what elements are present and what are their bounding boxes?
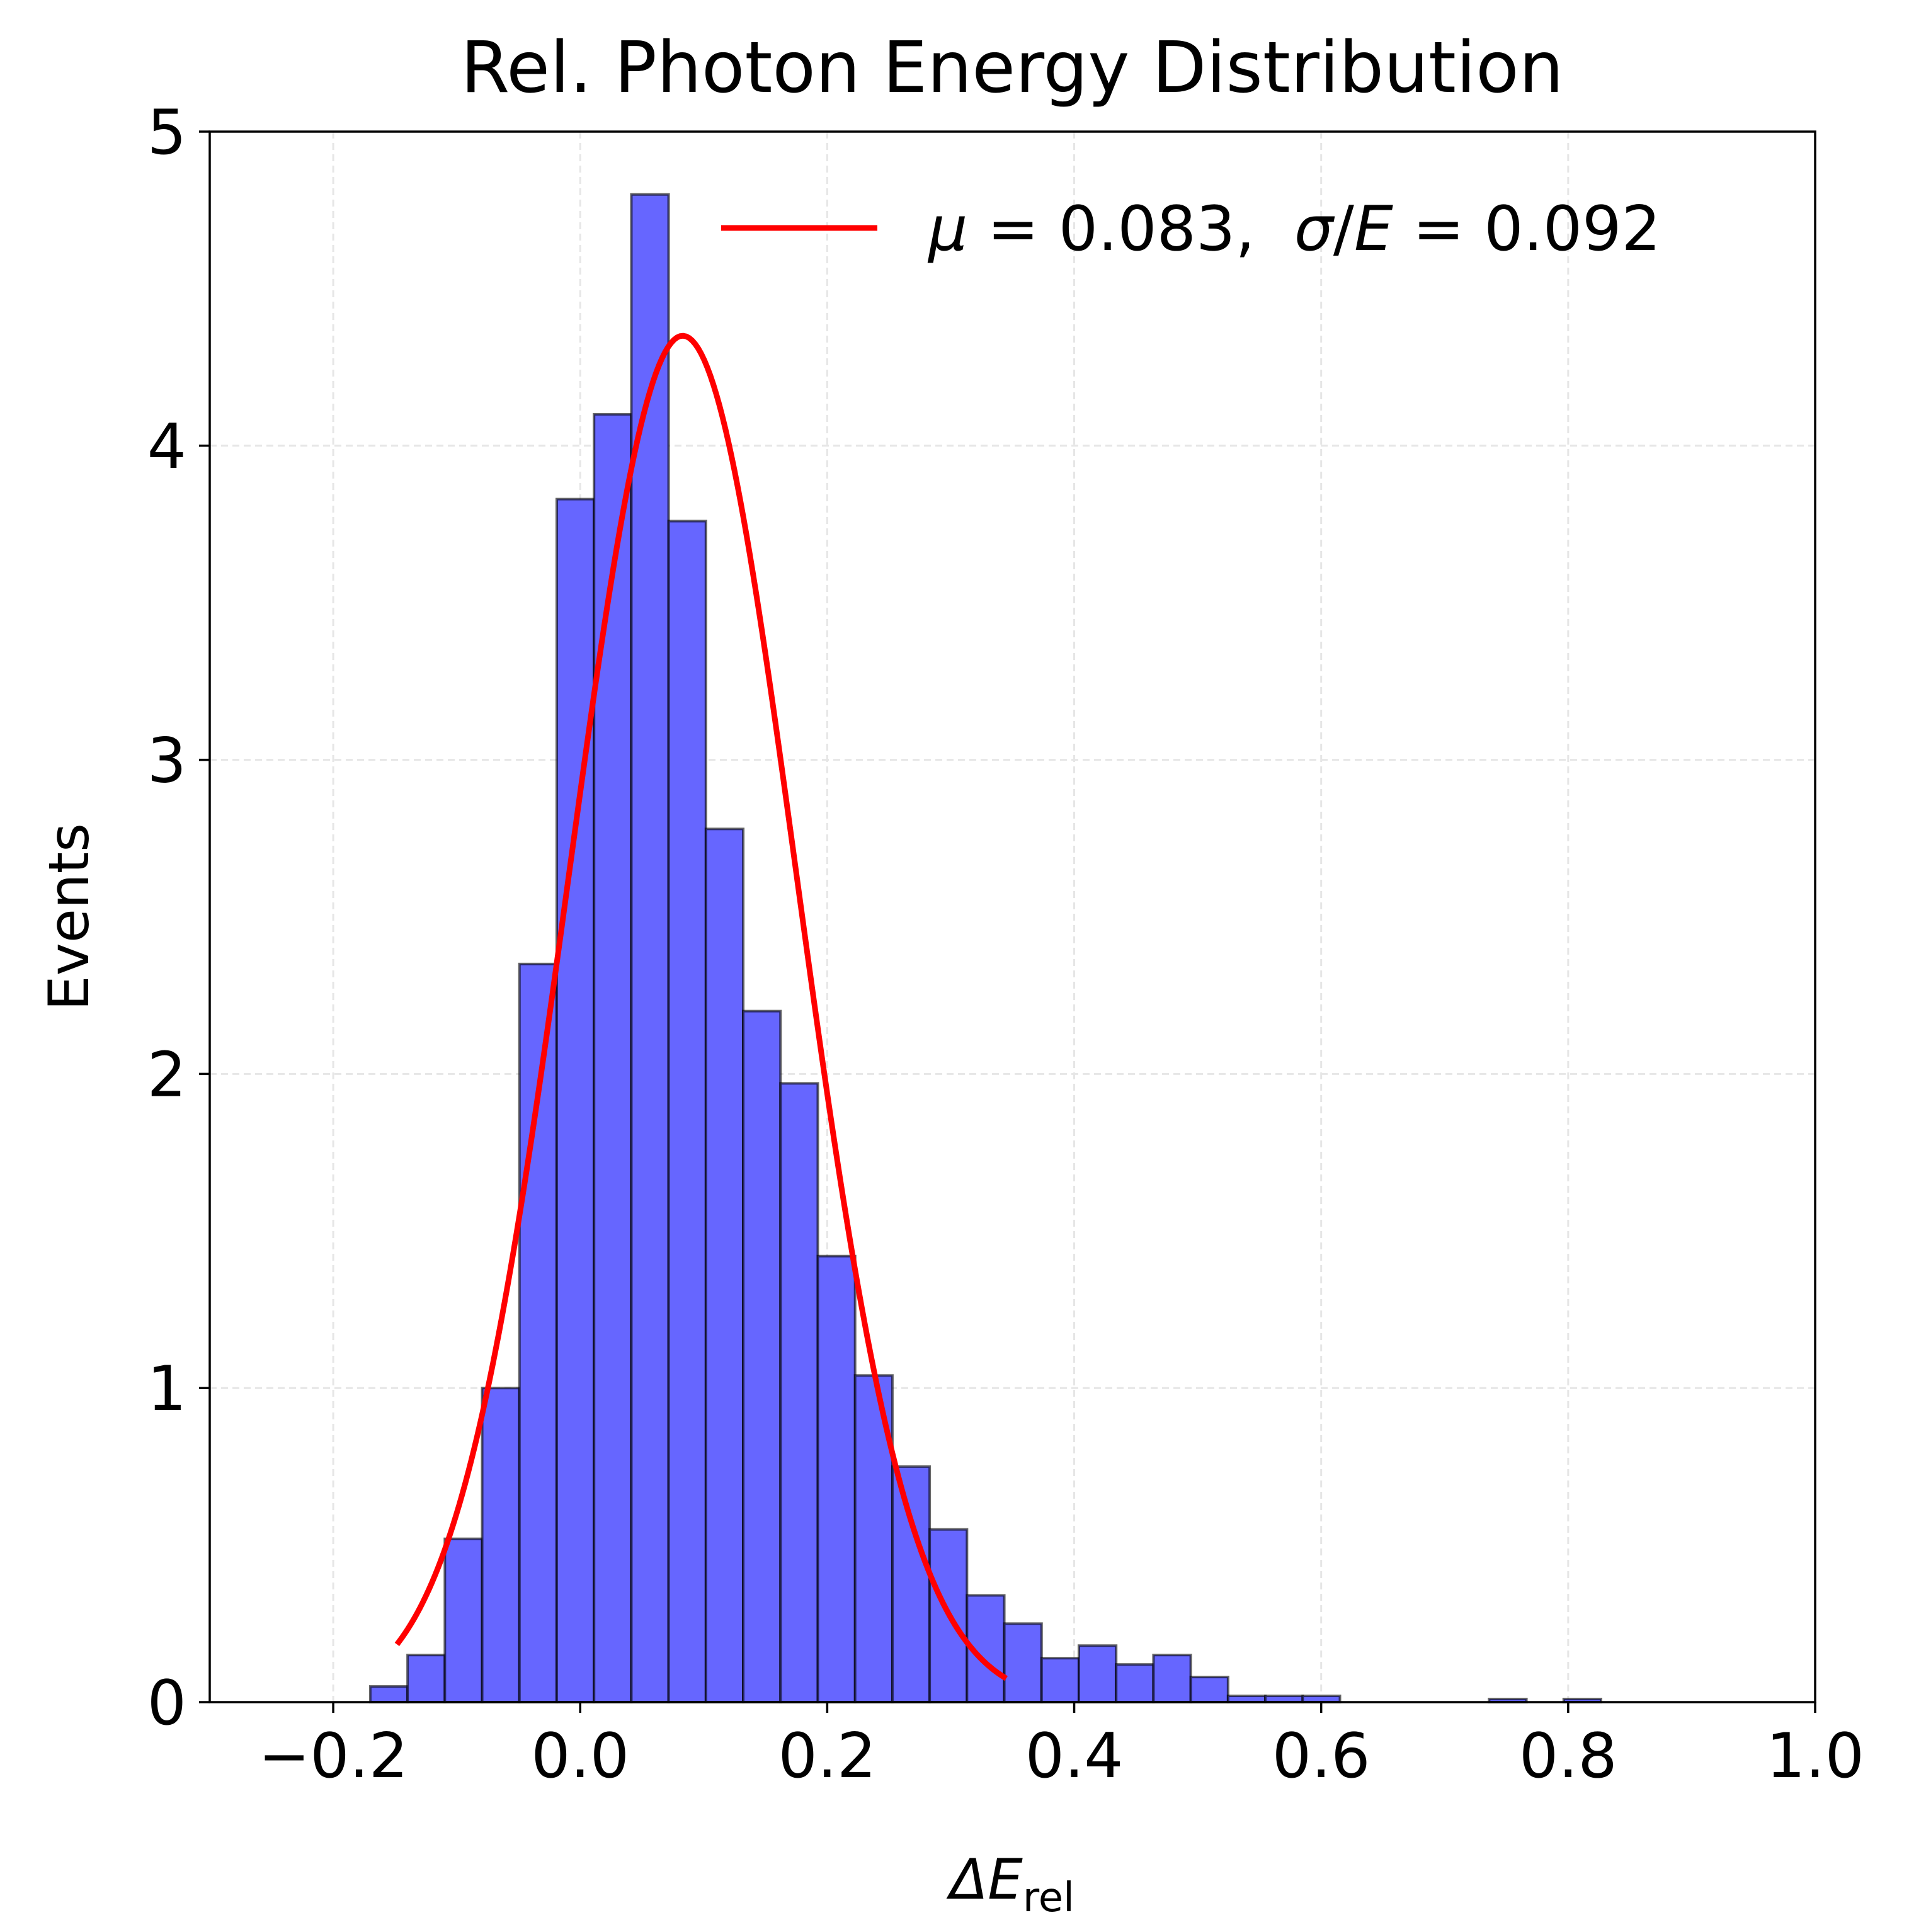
legend-mu-value: = 0.083, xyxy=(967,193,1294,265)
histogram-bar-22 xyxy=(1189,1676,1229,1703)
y-tick-label-1: 1 xyxy=(147,1353,186,1425)
histogram-bar-7 xyxy=(630,193,670,1703)
histogram-bar-9 xyxy=(704,827,745,1703)
x-tick-label-6: 1.0 xyxy=(1766,1720,1864,1792)
histogram-bar-17 xyxy=(1003,1622,1043,1704)
y-axis-label: Events xyxy=(37,823,101,1011)
chart-title: Rel. Photon Energy Distribution xyxy=(460,27,1563,109)
legend-label: μ = 0.083, σ/E = 0.092 xyxy=(927,193,1661,265)
histogram-bar-11 xyxy=(779,1082,819,1703)
histogram-bar-2 xyxy=(443,1537,484,1704)
histogram-bar-10 xyxy=(742,1009,782,1703)
x-tick-label-0: −0.2 xyxy=(258,1720,408,1792)
x-axis: −0.2 0.0 0.2 0.4 0.6 0.8 1.0 xyxy=(258,1702,1864,1792)
x-axis-label: ΔErel xyxy=(946,1847,1074,1921)
x-tick-label-1: 0.0 xyxy=(531,1720,629,1792)
histogram-bar-3 xyxy=(481,1387,521,1703)
histogram-bar-19 xyxy=(1077,1644,1118,1704)
y-axis: 0 1 2 3 4 5 xyxy=(147,97,210,1739)
histogram-bar-6 xyxy=(593,412,633,1703)
legend-mu: μ xyxy=(927,193,967,265)
y-tick-label-3: 3 xyxy=(147,725,186,797)
histogram-bar-8 xyxy=(667,520,707,1704)
legend-energy: E xyxy=(1354,193,1393,265)
gaussian-fit-curve xyxy=(394,332,1008,1681)
legend: μ = 0.083, σ/E = 0.092 xyxy=(721,193,1661,265)
histogram-bar-12 xyxy=(816,1254,857,1703)
histogram-bar-18 xyxy=(1040,1657,1080,1703)
histogram-bar-14 xyxy=(891,1465,932,1703)
histogram-bar-20 xyxy=(1115,1663,1155,1704)
x-axis-label-sub: rel xyxy=(1023,1875,1074,1921)
y-tick-label-5: 5 xyxy=(147,97,186,169)
x-tick-label-4: 0.6 xyxy=(1272,1720,1370,1792)
y-tick-label-2: 2 xyxy=(147,1039,186,1111)
y-tick-label-4: 4 xyxy=(147,411,186,483)
y-tick-label-0: 0 xyxy=(147,1668,186,1739)
legend-slash: / xyxy=(1333,193,1355,265)
legend-sigma: σ xyxy=(1294,193,1335,265)
x-axis-label-main: ΔE xyxy=(946,1847,1023,1912)
plot-frame xyxy=(208,130,1816,1703)
x-tick-label-5: 0.8 xyxy=(1519,1720,1617,1792)
histogram-bars xyxy=(368,193,1603,1704)
histogram-bar-5 xyxy=(555,497,596,1704)
histogram-bar-0 xyxy=(368,1685,409,1704)
x-tick-label-3: 0.4 xyxy=(1025,1720,1124,1792)
legend-sigma-value: = 0.092 xyxy=(1393,193,1661,265)
x-tick-label-2: 0.2 xyxy=(778,1720,876,1792)
grid xyxy=(210,132,1815,1702)
histogram-bar-1 xyxy=(406,1654,447,1703)
histogram-bar-21 xyxy=(1152,1654,1192,1703)
